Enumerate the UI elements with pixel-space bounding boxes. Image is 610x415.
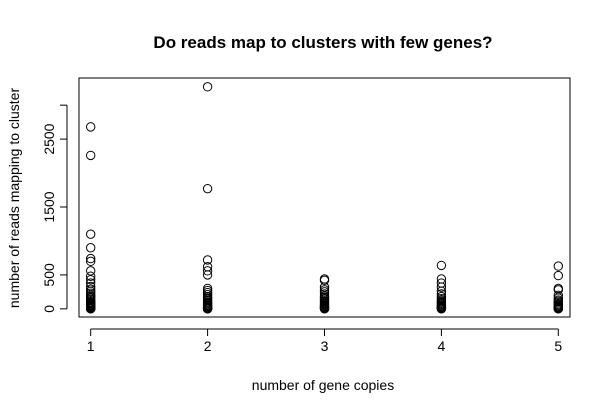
data-point: [85, 304, 96, 314]
data-point: [436, 260, 447, 271]
x-tick-label: 4: [438, 338, 446, 354]
y-tick-label: 1500: [41, 191, 57, 222]
data-point: [553, 261, 564, 271]
x-tick-label: 2: [204, 338, 212, 354]
data-point: [85, 229, 96, 239]
y-axis-label: number of reads mapping to cluster: [6, 88, 22, 309]
data-point: [436, 286, 447, 296]
data-point: [202, 304, 213, 314]
data-point: [553, 304, 564, 314]
y-tick-label: 2500: [41, 123, 57, 154]
data-point: [319, 275, 330, 286]
x-tick-label: 3: [321, 338, 329, 354]
data-point: [202, 266, 213, 276]
data-point: [202, 183, 213, 194]
data-point: [85, 150, 96, 161]
data-point: [85, 253, 96, 264]
plot-frame: [78, 77, 571, 318]
data-point: [202, 82, 213, 92]
data-point: [319, 304, 330, 314]
x-axis: 1 2 3 4 5: [87, 328, 562, 354]
y-tick-label: 500: [41, 263, 57, 287]
chart-title: Do reads map to clusters with few genes?: [153, 33, 492, 52]
y-axis: 0 500 1500 2500: [41, 104, 68, 313]
x-tick-label: 5: [554, 338, 562, 354]
data-point: [553, 270, 564, 281]
data-point: [85, 243, 96, 253]
x-tick-label: 1: [87, 338, 95, 354]
data-point: [436, 282, 447, 292]
x-axis-label: number of gene copies: [252, 377, 394, 393]
y-tick-label: 0: [41, 305, 57, 313]
data-point: [436, 304, 447, 314]
data-point: [85, 274, 96, 285]
data-points: [85, 82, 564, 314]
data-point: [202, 270, 213, 280]
data-point: [85, 271, 96, 281]
data-point: [85, 256, 96, 267]
data-point: [202, 255, 213, 265]
data-point: [85, 122, 96, 132]
